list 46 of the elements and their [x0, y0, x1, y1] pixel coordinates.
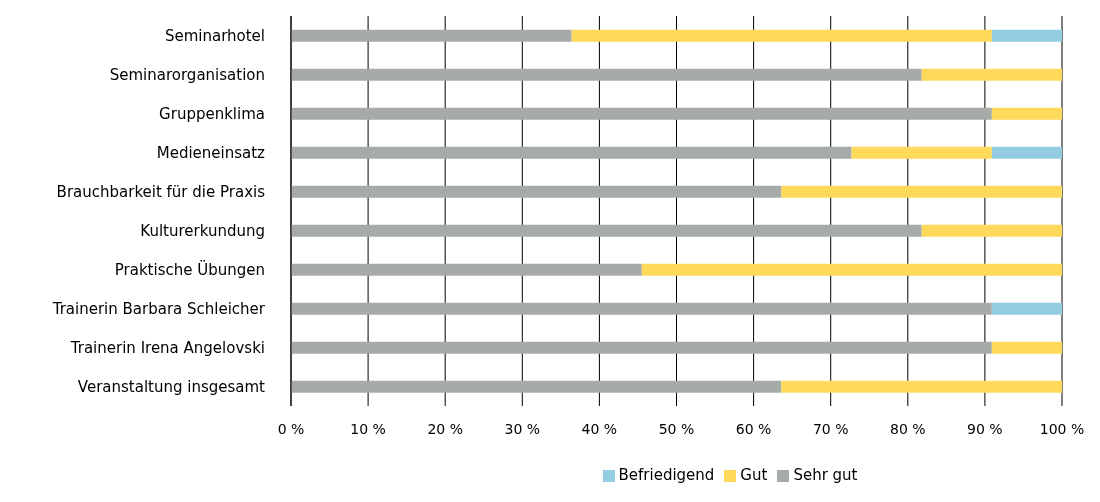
bar — [921, 68, 1062, 81]
y-tick-label: Veranstaltung insgesamt — [77, 377, 266, 396]
bar — [781, 185, 1062, 198]
bar — [991, 29, 1062, 42]
bar — [641, 263, 1062, 276]
y-tick-label: Praktische Übungen — [114, 259, 265, 279]
x-tick-label: 60 % — [735, 420, 772, 437]
bar — [851, 146, 992, 159]
y-tick-label: Trainerin Barbara Schleicher — [51, 299, 266, 318]
bar — [291, 146, 852, 159]
y-tick-label: Gruppenklima — [159, 104, 265, 123]
x-tick-label: 40 % — [581, 420, 618, 437]
legend-label: Gut — [740, 466, 768, 484]
bar — [291, 224, 922, 237]
x-tick-label: 0 % — [277, 420, 305, 437]
legend-label: Befriedigend — [618, 466, 715, 484]
legend-label: Sehr gut — [793, 466, 858, 484]
bar — [571, 29, 992, 42]
y-tick-label: Brauchbarkeit für die Praxis — [56, 182, 266, 201]
bar — [291, 380, 782, 393]
bar — [991, 341, 1062, 354]
bar — [991, 146, 1062, 159]
bar — [781, 380, 1062, 393]
x-tick-label: 70 % — [812, 420, 849, 437]
bar — [291, 29, 572, 42]
bar — [291, 68, 922, 81]
x-tick-label: 100 % — [1039, 420, 1085, 437]
x-tick-label: 80 % — [890, 420, 926, 437]
bar — [921, 224, 1062, 237]
x-tick-label: 50 % — [658, 420, 695, 437]
bar — [291, 341, 992, 354]
bar — [991, 107, 1062, 120]
bar — [291, 263, 642, 276]
bar — [991, 302, 1062, 315]
y-tick-label: Kulturerkundung — [140, 221, 265, 240]
x-tick-label: 30 % — [504, 420, 541, 437]
bar — [291, 302, 992, 315]
bar — [291, 185, 782, 198]
x-tick-label: 20 % — [427, 420, 463, 437]
y-tick-label: Seminarorganisation — [109, 65, 265, 84]
y-tick-label: Trainerin Irena Angelovski — [69, 338, 265, 357]
y-tick-label: Medieneinsatz — [156, 143, 266, 162]
x-tick-label: 10 % — [350, 420, 386, 437]
y-tick-label: Seminarhotel — [164, 26, 265, 45]
x-tick-label: 90 % — [967, 420, 1003, 437]
bar — [291, 107, 992, 120]
